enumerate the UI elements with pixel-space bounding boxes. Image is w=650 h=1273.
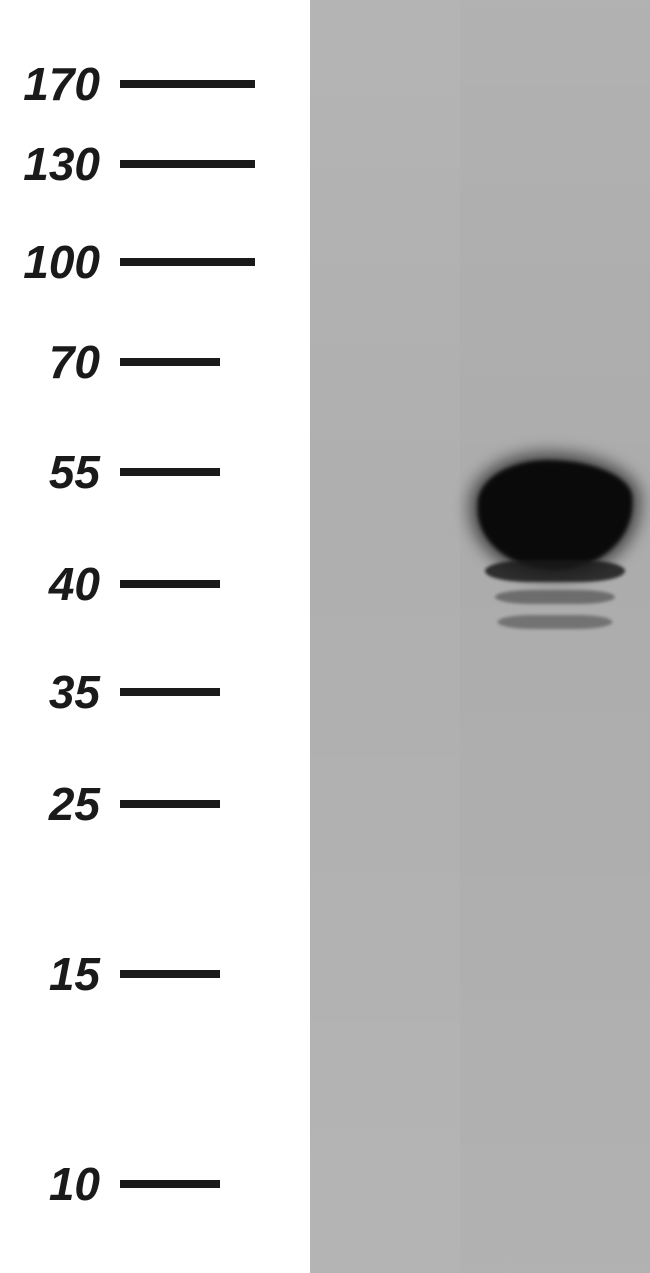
ladder-tick (120, 580, 220, 588)
ladder-mark-40: 40 (0, 557, 300, 611)
ladder-label: 170 (0, 57, 120, 111)
ladder-tick (120, 1180, 220, 1188)
ladder-tick (120, 800, 220, 808)
ladder-tick (120, 80, 255, 88)
ladder-mark-130: 130 (0, 137, 300, 191)
lane-2 (460, 0, 650, 1273)
ladder-label: 10 (0, 1157, 120, 1211)
ladder-tick (120, 358, 220, 366)
ladder-label: 55 (0, 445, 120, 499)
ladder-mark-170: 170 (0, 57, 300, 111)
ladder-mark-70: 70 (0, 335, 300, 389)
sub-band-1 (485, 560, 625, 582)
ladder-label: 130 (0, 137, 120, 191)
ladder-tick (120, 160, 255, 168)
ladder-tick (120, 258, 255, 266)
ladder-mark-25: 25 (0, 777, 300, 831)
ladder-tick (120, 468, 220, 476)
ladder-label: 15 (0, 947, 120, 1001)
ladder-tick (120, 688, 220, 696)
ladder-label: 35 (0, 665, 120, 719)
main-band (478, 460, 633, 570)
ladder-label: 100 (0, 235, 120, 289)
ladder-tick (120, 970, 220, 978)
ladder-mark-55: 55 (0, 445, 300, 499)
lane-1 (310, 0, 460, 1273)
ladder-mark-15: 15 (0, 947, 300, 1001)
sub-band-3 (498, 615, 613, 629)
ladder-label: 25 (0, 777, 120, 831)
ladder-mark-35: 35 (0, 665, 300, 719)
ladder-mark-100: 100 (0, 235, 300, 289)
ladder-label: 40 (0, 557, 120, 611)
western-blot-figure: 170 130 100 70 55 40 35 25 15 10 (0, 0, 650, 1273)
sub-band-2 (495, 590, 615, 604)
ladder-label: 70 (0, 335, 120, 389)
molecular-weight-ladder: 170 130 100 70 55 40 35 25 15 10 (0, 0, 300, 1273)
ladder-mark-10: 10 (0, 1157, 300, 1211)
